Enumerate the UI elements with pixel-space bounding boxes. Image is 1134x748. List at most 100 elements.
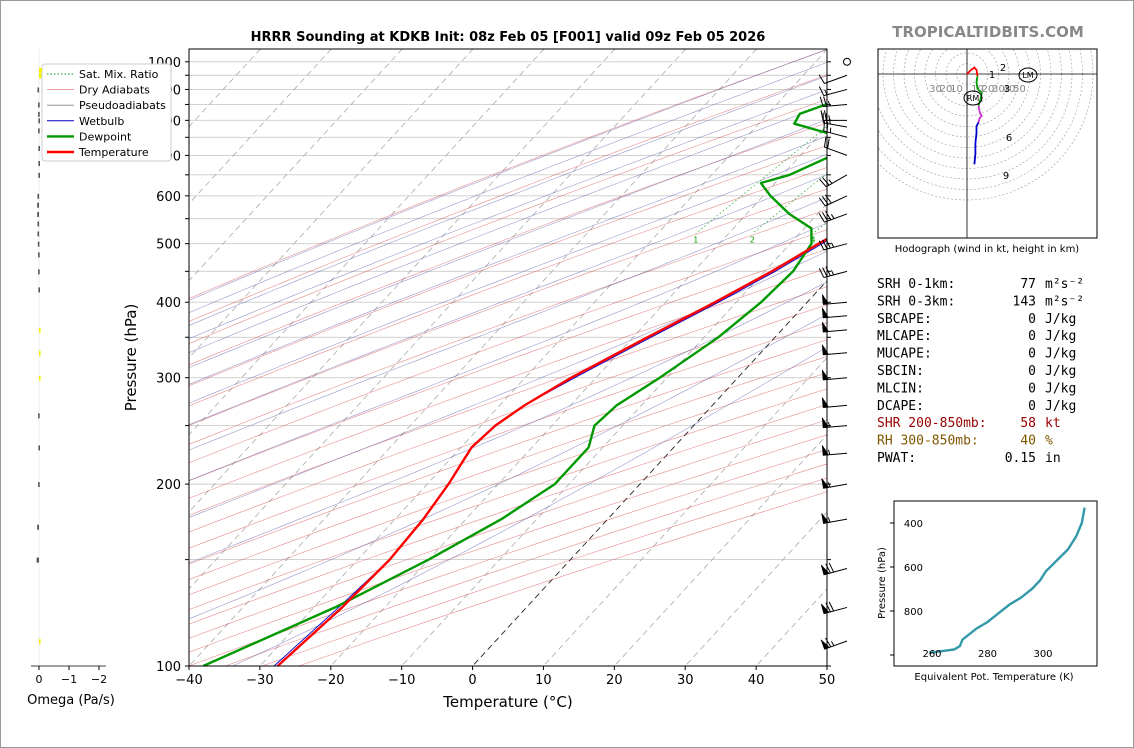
wind-barb-full <box>818 213 825 223</box>
index-label: RH 300-850mb: <box>877 434 979 449</box>
skewt-profiles: 1 2 4 6 8 10 13 16 20 24 30 36 <box>202 102 853 666</box>
theta-e-x-tick-label: 300 <box>1033 649 1052 660</box>
hodograph-height-label: 2 <box>1000 63 1006 74</box>
wind-barb-staff <box>823 243 848 251</box>
omega-bar <box>38 102 40 108</box>
wind-barb-full <box>828 601 835 612</box>
omega-bar <box>37 231 40 237</box>
wind-barb-full <box>819 96 824 107</box>
omega-bar <box>37 211 39 217</box>
omega-bar <box>38 252 40 258</box>
x-tick-label: 50 <box>819 673 836 688</box>
wind-barb-flag <box>821 445 830 456</box>
omega-bar <box>37 87 40 93</box>
wind-barb-flag <box>821 397 830 408</box>
omega-bar <box>36 557 39 563</box>
wind-barb-full <box>824 194 832 204</box>
wind-barb-half <box>828 115 831 121</box>
wind-barb-full <box>818 74 825 84</box>
x-axis-label: Temperature (°C) <box>442 693 572 711</box>
mixing-ratio-label: 6 <box>848 236 853 245</box>
index-value: 0 <box>1028 364 1036 379</box>
wind-barb-full <box>825 238 831 249</box>
legend-label-dew: Dewpoint <box>79 130 132 143</box>
omega-bar <box>38 128 40 134</box>
theta-e-x-tick-label: 260 <box>922 649 941 660</box>
wind-barb-half <box>827 449 831 455</box>
omega-bar <box>37 524 39 530</box>
index-label: SBCIN: <box>877 364 924 379</box>
hodograph-height-label: 6 <box>1006 133 1012 144</box>
omega-bar <box>39 375 41 381</box>
dry-adiabat <box>189 74 827 322</box>
wind-barb-flag <box>820 603 830 615</box>
wind-barb-half <box>830 270 835 276</box>
legend-label-wet: Wetbulb <box>79 115 124 128</box>
index-value: 40 <box>1020 434 1036 449</box>
isotherm <box>189 49 757 666</box>
wind-barb-staff <box>823 103 848 108</box>
wind-barb-staff <box>825 174 848 188</box>
omega-bar <box>38 118 40 124</box>
x-tick-label: 10 <box>535 673 552 688</box>
moist-adiabat <box>189 174 827 426</box>
skewt-frame <box>188 48 828 667</box>
hodograph-ring-label: 30 <box>992 84 1005 95</box>
legend-label-mix: Sat. Mix. Ratio <box>79 68 159 81</box>
y-tick-label: 500 <box>156 238 181 253</box>
omega-bar <box>37 221 40 227</box>
temperature-profile <box>276 237 827 666</box>
x-tick-label: −30 <box>246 673 273 688</box>
wind-barb-full <box>818 268 825 278</box>
moist-adiabat <box>189 103 827 353</box>
y-tick-label: 300 <box>156 372 181 387</box>
wind-barb-flag <box>821 478 830 489</box>
wind-barb-full <box>823 137 827 148</box>
hodograph-marker-ring <box>1018 67 1038 83</box>
wind-barb-half <box>830 214 835 219</box>
dry-adiabat <box>189 339 827 565</box>
hodograph-segment <box>975 75 983 106</box>
omega-bar <box>37 241 40 247</box>
index-unit: in <box>1045 451 1061 466</box>
y-axis-label: Pressure (hPa) <box>122 304 140 412</box>
legend-label-moist: Pseudoadiabats <box>79 99 166 112</box>
hodograph-segment <box>973 121 980 165</box>
hodograph-ring-label: 50 <box>1013 84 1026 95</box>
y-tick-label: 400 <box>156 296 181 311</box>
wind-barb-flag <box>821 294 830 305</box>
moist-adiabat <box>189 281 827 564</box>
moist-adiabat <box>189 75 827 326</box>
theta-e-x-axis-label: Equivalent Pot. Temperature (K) <box>914 672 1073 683</box>
index-unit: J/kg <box>1045 347 1076 362</box>
omega-tick-label: −1 <box>61 673 77 686</box>
index-label: MLCAPE: <box>877 329 932 344</box>
wind-barb-half <box>824 89 828 96</box>
index-label: SBCAPE: <box>877 312 932 327</box>
theta-e-y-tick-label: 400 <box>904 519 923 530</box>
omega-bar <box>38 287 40 293</box>
omega-bar <box>37 202 39 208</box>
hodograph-marker-label: RM <box>967 94 980 103</box>
omega-bar <box>39 67 42 73</box>
hodograph-marker-ring <box>963 90 983 106</box>
wind-barb-staff <box>824 146 848 156</box>
wind-barb-full <box>823 110 827 121</box>
theta-e-profile <box>929 507 1086 654</box>
index-value: 0 <box>1028 381 1036 396</box>
dry-adiabat <box>189 356 827 580</box>
index-label: SHR 200-850mb: <box>877 416 987 431</box>
wind-barb-flag <box>821 307 830 319</box>
hodograph-frame <box>877 48 1098 239</box>
dry-adiabat <box>189 404 827 625</box>
omega-bar <box>38 111 40 117</box>
dry-adiabat <box>189 304 827 533</box>
calm-wind-marker <box>843 57 851 66</box>
wind-barb-flag <box>820 639 831 650</box>
moist-adiabat <box>189 250 827 518</box>
wind-barb-staff <box>823 270 848 279</box>
hodograph-segment <box>966 66 979 77</box>
legend-label-temp: Temperature <box>78 146 149 159</box>
wind-barb-full <box>818 197 826 207</box>
